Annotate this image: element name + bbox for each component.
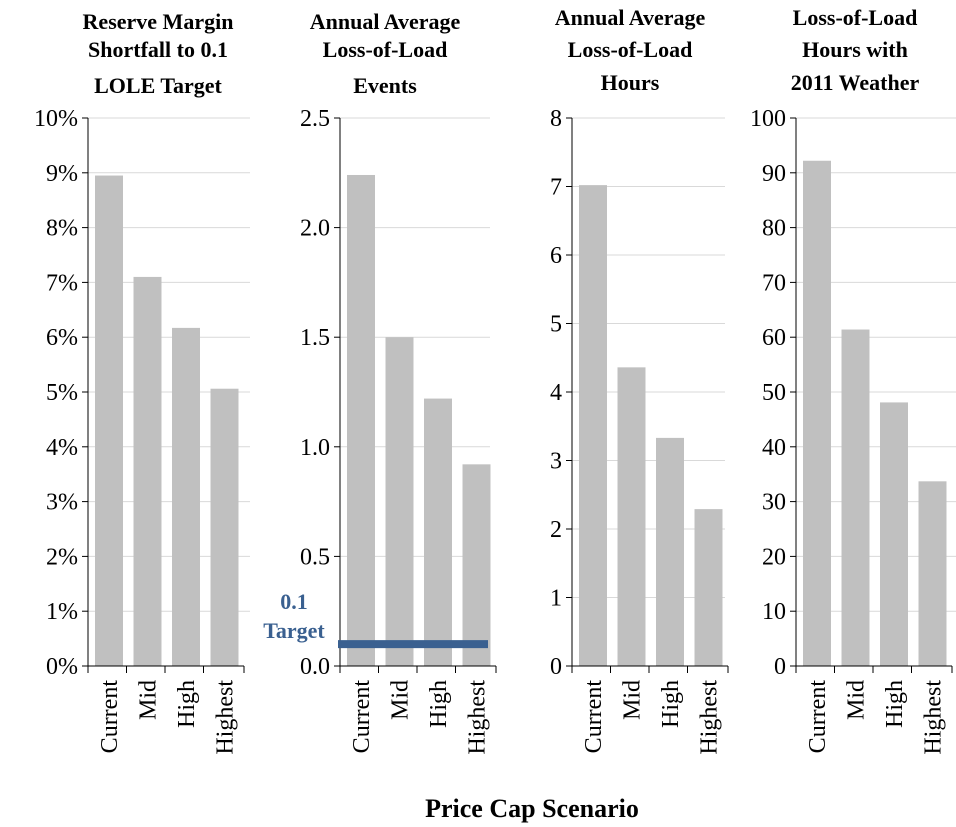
bar-high	[424, 398, 452, 666]
chart-title: Annual Average Loss-of-Load Hours	[555, 5, 706, 95]
y-tick-label: 10	[762, 599, 786, 625]
category-label: Highest	[213, 680, 239, 755]
bar-highest	[210, 388, 239, 666]
target-label-line: Target	[263, 618, 325, 643]
y-tick-label: 1.5	[300, 325, 330, 351]
category-label: High	[882, 680, 908, 728]
y-tick-label: 0.0	[300, 654, 330, 680]
y-tick-label: 6%	[46, 325, 78, 351]
bar-mid	[133, 276, 162, 666]
bar-high	[172, 327, 200, 666]
y-tick-label: 2%	[46, 544, 78, 570]
bar-mid	[617, 367, 646, 666]
bar-mid	[385, 337, 414, 666]
bar-highest	[918, 481, 947, 666]
y-tick-label: 0	[550, 654, 562, 680]
y-tick-label: 60	[762, 325, 786, 351]
bar-current	[803, 160, 831, 666]
chart-title-line: LOLE Target	[94, 73, 222, 98]
bar-current	[95, 175, 123, 667]
target-label-line: 0.1	[280, 589, 308, 614]
category-label: Highest	[465, 680, 491, 755]
category-label: Mid	[388, 680, 414, 720]
y-tick-label: 4	[550, 380, 562, 406]
chart-title-line: Events	[353, 73, 417, 98]
y-tick-label: 0%	[46, 654, 78, 680]
y-tick-label: 8	[550, 106, 562, 132]
category-label: Current	[97, 680, 123, 754]
bar-highest	[694, 509, 723, 666]
category-label: Highest	[921, 680, 947, 755]
chart-title-line: Annual Average	[555, 5, 706, 30]
bar-current	[347, 174, 375, 666]
y-tick-label: 5	[550, 312, 562, 338]
chart-panel-2: Annual Average Loss-of-Load Events 0.0 0.5 1.…	[263, 9, 497, 755]
y-tick-label: 50	[762, 380, 786, 406]
chart-title-line: Annual Average	[310, 9, 461, 34]
chart-title-line: Loss-of-Load	[793, 5, 918, 30]
chart-title-line: Shortfall to 0.1	[88, 37, 228, 62]
category-label: Highest	[697, 680, 723, 755]
y-tick-label: 7%	[46, 270, 78, 296]
chart-title-line: 2011 Weather	[791, 70, 920, 95]
y-tick-label: 30	[762, 490, 786, 516]
category-label: Current	[349, 680, 375, 754]
chart-title-line: Reserve Margin	[83, 9, 234, 34]
chart-title-line: Hours with	[802, 37, 908, 62]
chart-title-line: Loss-of-Load	[568, 37, 693, 62]
chart-panel-1: Reserve Margin Shortfall to 0.1 LOLE Targe…	[34, 9, 250, 755]
y-tick-label: 70	[762, 270, 786, 296]
category-label: Current	[805, 680, 831, 754]
y-tick-label: 40	[762, 435, 786, 461]
y-tick-label: 2.5	[300, 106, 330, 132]
target-label: 0.1 Target	[263, 589, 325, 643]
y-tick-label: 0	[774, 654, 786, 680]
y-tick-label: 8%	[46, 216, 78, 242]
y-tick-label: 100	[750, 106, 786, 132]
y-tick-label: 1%	[46, 599, 78, 625]
y-tick-label: 3%	[46, 490, 78, 516]
bar-high	[880, 402, 908, 666]
category-label: High	[426, 680, 452, 728]
y-tick-label: 4%	[46, 435, 78, 461]
y-tick-label: 1	[550, 586, 562, 612]
y-tick-label: 6	[550, 243, 562, 269]
y-tick-label: 7	[550, 175, 562, 201]
y-tick-label: 9%	[46, 161, 78, 187]
y-tick-label: 2.0	[300, 216, 330, 242]
chart-title-line: Loss-of-Load	[323, 37, 448, 62]
y-tick-label: 80	[762, 216, 786, 242]
y-tick-label: 5%	[46, 380, 78, 406]
y-tick-label: 1.0	[300, 435, 330, 461]
y-tick-label: 3	[550, 449, 562, 475]
chart-title: Annual Average Loss-of-Load Events	[310, 9, 461, 98]
category-label: Mid	[136, 680, 162, 720]
bar-current	[579, 185, 607, 666]
chart-title: Reserve Margin Shortfall to 0.1 LOLE Targe…	[83, 9, 234, 98]
y-tick-label: 10%	[34, 106, 78, 132]
category-label: Current	[581, 680, 607, 754]
x-axis-label: Price Cap Scenario	[425, 794, 639, 823]
category-label: Mid	[620, 680, 646, 720]
chart-title: Loss-of-Load Hours with 2011 Weather	[791, 5, 920, 95]
chart-title-line: Hours	[601, 70, 660, 95]
bar-high	[656, 437, 684, 666]
y-tick-label: 20	[762, 544, 786, 570]
chart-panel-4: Loss-of-Load Hours with 2011 Weather 0 10 20 3…	[750, 5, 956, 755]
y-tick-label: 0.5	[300, 544, 330, 570]
category-label: High	[174, 680, 200, 728]
chart-panel-3: Annual Average Loss-of-Load Hours 0 1 2 3 4 5 6 7 8…	[550, 5, 729, 755]
bar-highest	[462, 464, 491, 666]
y-tick-label: 90	[762, 161, 786, 187]
bar-mid	[841, 329, 870, 666]
category-label: Mid	[844, 680, 870, 720]
category-label: High	[658, 680, 684, 728]
y-tick-label: 2	[550, 517, 562, 543]
